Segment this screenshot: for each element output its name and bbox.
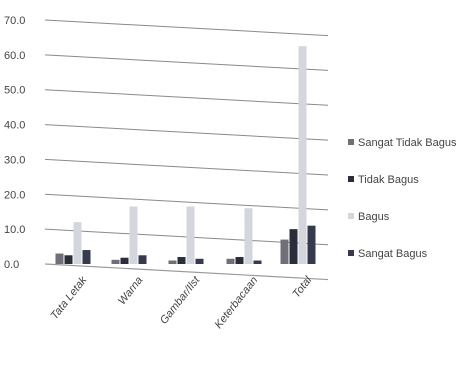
gridline	[44, 158, 329, 176]
x-category-label: Gambar/Ilst	[158, 274, 203, 327]
bar	[82, 250, 91, 264]
y-tick-label: 50.0	[4, 85, 25, 97]
legend-label: Bagus	[358, 211, 390, 223]
bar	[120, 257, 129, 264]
bar	[195, 258, 204, 264]
legend-swatch	[348, 139, 354, 145]
bar	[55, 253, 64, 264]
gridline	[44, 89, 329, 106]
bar	[235, 257, 244, 264]
legend: Sangat Tidak Bagus Tidak Bagus Bagus Sangat…	[348, 137, 457, 260]
bar	[129, 206, 138, 264]
legend-label: Sangat Tidak Bagus	[358, 137, 457, 149]
bar	[226, 258, 235, 264]
gridline	[44, 193, 329, 211]
bar	[244, 208, 253, 264]
legend-swatch	[348, 213, 354, 219]
bar	[64, 255, 73, 264]
bar	[298, 46, 307, 265]
bar	[177, 257, 186, 264]
x-category-label: Keterbacaan	[212, 274, 260, 331]
bar	[280, 239, 289, 264]
bars	[55, 46, 316, 265]
gridline	[44, 263, 329, 281]
y-tick-label: 30.0	[4, 154, 25, 166]
gridline	[44, 54, 329, 71]
gridline	[44, 19, 329, 37]
y-tick-label: 20.0	[4, 189, 25, 201]
y-tick-label: 60.0	[4, 50, 25, 62]
x-category-label: Tata Letak	[49, 274, 90, 322]
y-tick-label: 0.0	[4, 259, 19, 271]
gridlines	[44, 19, 329, 281]
y-axis-ticks: 0.0 10.0 20.0 30.0 40.0 50.0 60.0 70.0	[4, 15, 25, 271]
x-axis-ticks: Tata Letak Warna Gambar/Ilst Keterbacaan Tot…	[49, 274, 315, 331]
gridline	[44, 124, 329, 141]
bar	[289, 229, 298, 264]
legend-swatch	[348, 250, 354, 256]
bar	[253, 260, 262, 264]
bar	[73, 222, 82, 264]
x-category-label: Warna	[116, 274, 145, 307]
legend-label: Sangat Bagus	[358, 248, 428, 260]
legend-label: Tidak Bagus	[358, 174, 419, 186]
y-tick-label: 40.0	[4, 120, 25, 132]
y-tick-label: 10.0	[4, 224, 25, 236]
bar	[307, 225, 316, 264]
bar	[168, 260, 177, 264]
bar	[138, 255, 147, 264]
y-tick-label: 70.0	[4, 15, 25, 27]
bar	[111, 259, 120, 264]
bar	[186, 206, 195, 264]
legend-swatch	[348, 176, 354, 182]
